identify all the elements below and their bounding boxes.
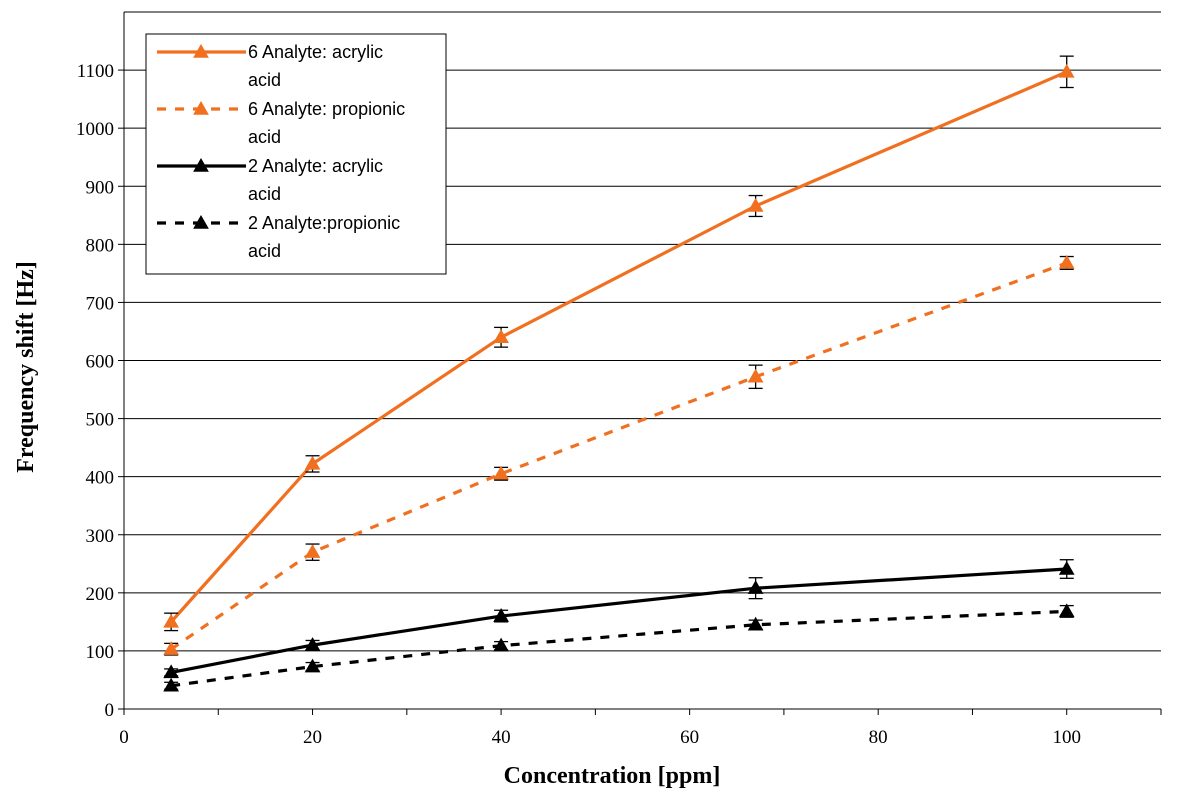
y-tick-label: 900 — [86, 177, 115, 198]
series-4 — [163, 603, 1075, 692]
y-tick-label: 200 — [86, 584, 115, 605]
legend-label: acid — [248, 70, 281, 90]
x-axis-title: Concentration [ppm] — [504, 763, 721, 789]
x-tick-label: 20 — [303, 727, 322, 748]
data-point-marker — [163, 677, 179, 692]
series-2 — [163, 254, 1075, 656]
legend-item: 6 Analyte: propionic acid — [157, 99, 405, 147]
x-tick-labels: 0 20 40 60 80 100 — [119, 727, 1081, 748]
data-point-marker — [304, 637, 321, 651]
legend-label: acid — [248, 241, 281, 261]
series-1 — [163, 55, 1075, 632]
legend-label: 2 Analyte:propionic — [248, 213, 400, 233]
y-tick-label: 100 — [86, 642, 115, 663]
data-point-marker — [493, 329, 509, 344]
y-tick-label: 700 — [86, 293, 115, 314]
legend-item: 2 Analyte: acrylic acid — [157, 156, 383, 204]
legend-label: 2 Analyte: acrylic — [248, 156, 383, 176]
data-point-marker — [304, 544, 321, 558]
data-point-marker — [193, 157, 209, 172]
y-tick-label: 500 — [86, 410, 115, 431]
series-line — [170, 567, 1067, 674]
series-3 — [163, 559, 1075, 679]
legend-item: 6 Analyte: acrylic acid — [157, 42, 383, 90]
x-tick-label: 80 — [869, 727, 888, 748]
series-line — [170, 609, 1067, 688]
y-axis-title: Frequency shift [Hz] — [13, 261, 39, 473]
data-point-marker — [1058, 561, 1075, 575]
legend-label: 6 Analyte: acrylic — [248, 42, 383, 62]
data-point-marker — [193, 43, 209, 58]
y-tick-label: 300 — [86, 526, 115, 547]
data-point-marker — [193, 214, 209, 229]
legend-box — [145, 33, 447, 275]
x-tick-label: 100 — [1052, 727, 1081, 748]
legend-item: 2 Analyte:propionic acid — [157, 213, 400, 261]
data-point-marker — [1058, 63, 1075, 78]
axes — [118, 12, 1162, 715]
data-point-marker — [1058, 254, 1075, 269]
series-line — [170, 261, 1068, 651]
legend-label: acid — [248, 184, 281, 204]
x-tick-label: 0 — [119, 727, 129, 748]
y-tick-labels: 0 100 200 300 400 500 600 700 800 900 1000 1100 — [76, 61, 114, 721]
legend-label: acid — [248, 127, 281, 147]
x-tick-label: 60 — [680, 727, 699, 748]
data-point-marker — [747, 197, 764, 212]
y-tick-label: 400 — [86, 468, 115, 489]
data-point-marker — [193, 100, 209, 115]
data-point-marker — [493, 465, 509, 480]
data-point-marker — [493, 608, 509, 622]
data-point-marker — [747, 616, 764, 631]
y-tick-label: 800 — [86, 235, 115, 256]
data-point-marker — [163, 641, 179, 655]
data-point-marker — [163, 613, 179, 628]
legend-label: 6 Analyte: propionic — [248, 99, 405, 119]
data-point-marker — [747, 580, 764, 594]
series-layer — [163, 55, 1075, 692]
data-point-marker — [747, 368, 764, 383]
data-point-marker — [163, 664, 179, 679]
y-tick-label: 1100 — [77, 61, 114, 82]
y-tick-label: 600 — [86, 352, 115, 373]
data-point-marker — [1058, 603, 1075, 618]
data-point-marker — [493, 637, 509, 652]
data-point-marker — [304, 658, 321, 673]
data-point-marker — [304, 455, 321, 470]
x-tick-label: 40 — [492, 727, 511, 748]
y-tick-label: 1000 — [76, 119, 114, 140]
y-tick-label: 0 — [105, 700, 115, 721]
